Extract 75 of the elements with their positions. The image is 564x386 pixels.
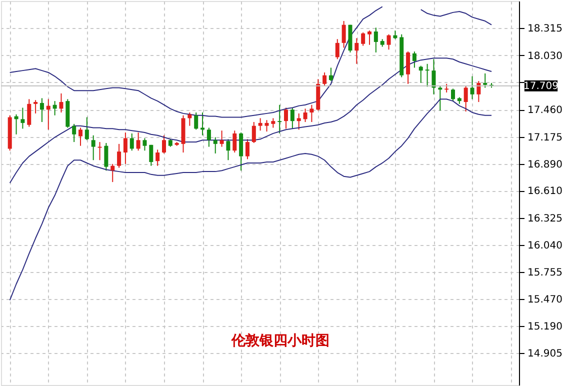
candlestick (284, 107, 288, 130)
candlestick (264, 120, 269, 132)
candlestick (156, 149, 160, 166)
candlestick (130, 132, 134, 152)
candlestick (483, 72, 488, 88)
y-tick-label: 17.460 (528, 105, 562, 116)
candlestick (476, 80, 481, 102)
y-tick-label: 17.175 (528, 132, 562, 144)
candlestick (368, 30, 372, 46)
candlestick (200, 112, 205, 136)
candlestick (239, 132, 244, 172)
candlestick (418, 65, 423, 84)
candlestick (271, 118, 276, 128)
candlestick (84, 116, 89, 141)
candlestick (104, 142, 108, 172)
y-tick-label: 16.610 (528, 186, 562, 198)
candlestick (303, 108, 308, 123)
candlestick (52, 100, 57, 116)
candlestick (245, 138, 250, 160)
candlestick (470, 76, 474, 100)
candlestick (432, 58, 436, 95)
candlestick (278, 104, 282, 134)
y-tick-label: 16.890 (528, 159, 562, 170)
candlestick (91, 134, 96, 161)
candlestick (335, 38, 340, 60)
candlestick (27, 98, 32, 128)
candlestick (78, 127, 82, 146)
candlestick (290, 107, 294, 130)
candlestick (374, 27, 378, 53)
candlestick (220, 130, 224, 148)
y-tick-label: 15.470 (528, 294, 562, 306)
candlestick (162, 134, 166, 154)
candlestick (149, 144, 154, 166)
candlestick (136, 132, 140, 152)
y-tick-label: 18.030 (528, 50, 562, 62)
candlestick (386, 34, 391, 50)
candlestick (232, 130, 237, 154)
candlestick (425, 63, 430, 88)
candlestick (188, 112, 192, 126)
y-tick-label: 16.040 (528, 240, 562, 252)
candlestick (310, 104, 314, 123)
candlestick (258, 118, 262, 132)
candlestick (123, 132, 128, 164)
candlestick (59, 92, 64, 113)
y-tick-label: 18.315 (528, 24, 562, 35)
candlestick (328, 67, 333, 82)
candlestick (412, 51, 416, 68)
line-series (9, 98, 492, 301)
candlestick (361, 32, 366, 46)
candlestick (40, 98, 44, 123)
candlestick (252, 122, 256, 144)
candlestick (46, 98, 50, 130)
candlestick (110, 163, 115, 183)
candlestick (213, 136, 218, 154)
candlestick (438, 85, 442, 112)
candlestick (450, 88, 455, 102)
candlestick (194, 112, 198, 130)
candlestick (34, 100, 38, 114)
candlestick (322, 72, 327, 86)
candlestick (464, 85, 468, 112)
candlestick (206, 127, 211, 148)
candlestick (20, 107, 25, 130)
candlestick (117, 143, 122, 168)
candlestick (354, 38, 359, 64)
candlestick (406, 51, 410, 84)
y-tick-label: 15.755 (528, 268, 562, 279)
candlestick (296, 112, 301, 130)
candlestick (342, 20, 346, 48)
text: 伦敦银四小时图 (230, 332, 330, 349)
candlestick (72, 123, 76, 143)
candlestick (142, 138, 147, 152)
y-tick-label: 15.190 (528, 321, 562, 332)
y-tick-label: 16.325 (528, 213, 562, 224)
y-tick-label: 14.905 (528, 348, 562, 360)
candlestick (226, 138, 230, 161)
